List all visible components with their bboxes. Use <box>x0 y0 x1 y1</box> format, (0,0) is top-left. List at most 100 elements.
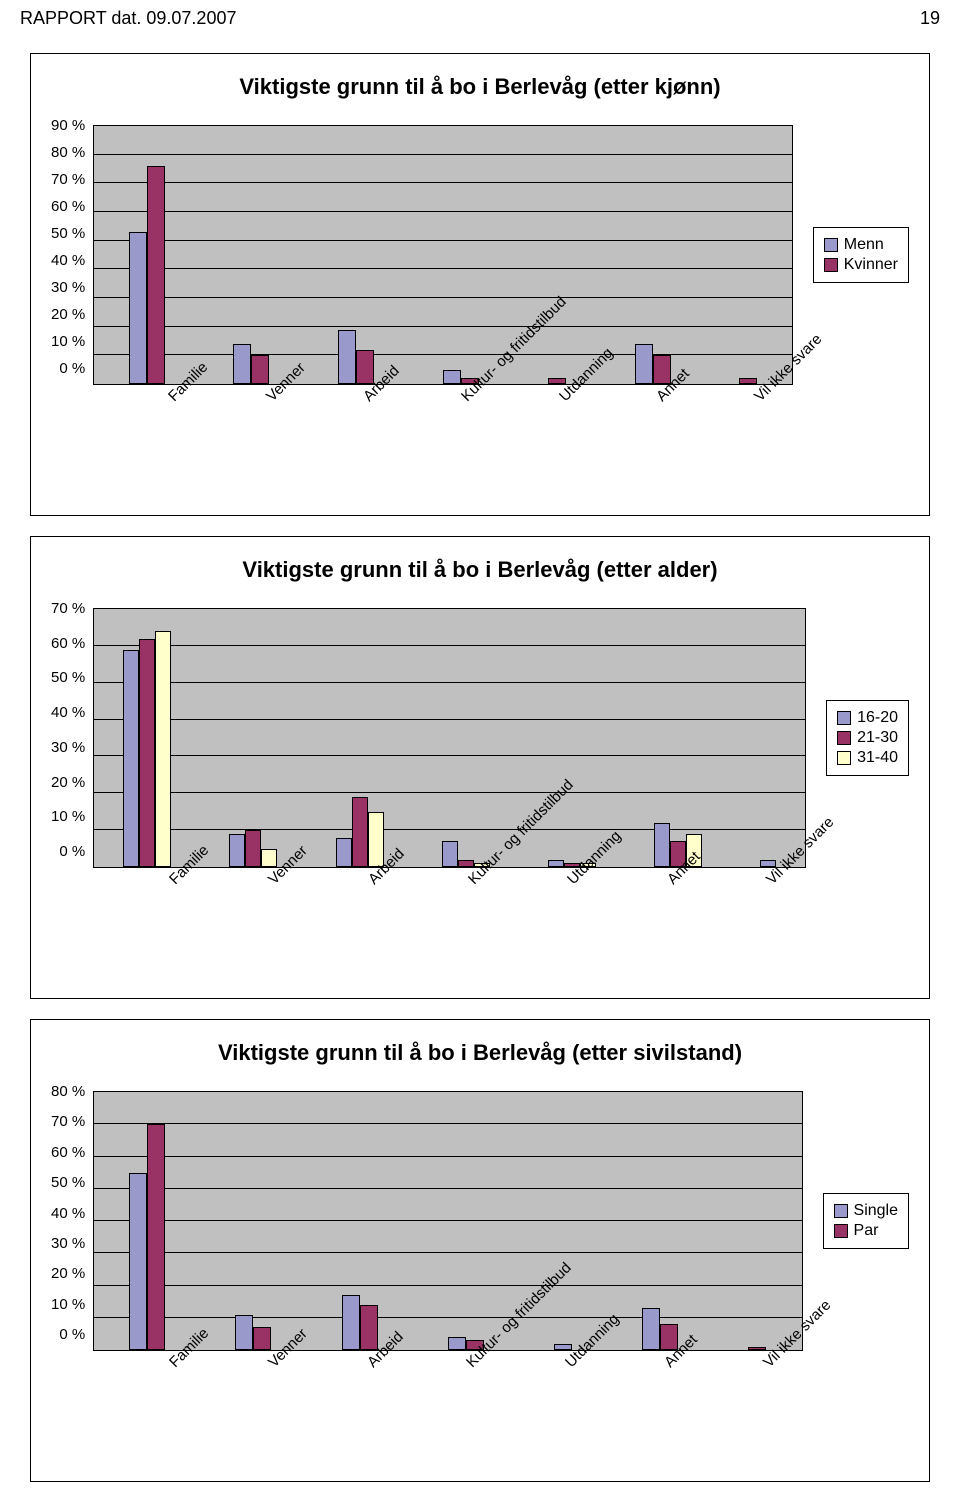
bar-group <box>654 609 702 867</box>
bar-group <box>123 609 171 867</box>
bar <box>155 631 171 867</box>
bar <box>554 1344 572 1350</box>
legend-item: Par <box>834 1222 898 1240</box>
x-tick-label: Kultur- og fritidstilbud <box>458 883 529 954</box>
legend-item: 21-30 <box>837 729 898 747</box>
legend: Single Par <box>823 1193 909 1249</box>
bar-group <box>233 126 269 384</box>
bar <box>443 370 461 384</box>
y-tick-label: 50 % <box>51 1174 85 1191</box>
bar-group <box>748 1092 766 1350</box>
y-tick-label: 70 % <box>51 600 85 617</box>
legend-swatch <box>837 731 851 745</box>
bar-group <box>442 609 490 867</box>
x-tick-label: Utdanning <box>555 1366 626 1437</box>
x-tick-label: Familie <box>159 883 230 954</box>
bar <box>748 1347 766 1350</box>
x-tick-label: Familie <box>159 1366 230 1437</box>
bar <box>129 1173 147 1350</box>
legend-label: Kvinner <box>844 256 898 274</box>
bar-group <box>548 126 566 384</box>
bar-group <box>548 609 596 867</box>
x-tick-label: Kultur- og fritidstilbud <box>451 400 522 471</box>
legend-swatch <box>834 1224 848 1238</box>
bar-group <box>760 609 776 867</box>
y-tick-label: 80 % <box>51 144 85 161</box>
bar <box>235 1315 253 1350</box>
bar <box>229 834 245 867</box>
bar <box>147 1124 165 1350</box>
bar <box>342 1295 360 1350</box>
y-tick-label: 60 % <box>51 1144 85 1161</box>
bar-group <box>554 1092 572 1350</box>
x-tick-label: Annet <box>646 400 717 471</box>
x-tick-label: Kultur- og fritidstilbud <box>456 1366 527 1437</box>
y-tick-label: 40 % <box>51 1205 85 1222</box>
bar-group <box>448 1092 484 1350</box>
x-tick-label: Arbeid <box>357 1366 428 1437</box>
legend-item: 31-40 <box>837 749 898 767</box>
y-tick-label: 20 % <box>51 306 85 323</box>
legend-swatch <box>824 238 838 252</box>
y-tick-label: 30 % <box>51 279 85 296</box>
plot-area <box>93 608 806 868</box>
bar <box>360 1305 378 1350</box>
bar-group <box>739 126 757 384</box>
chart-title: Viktigste grunn til å bo i Berlevåg (ett… <box>51 557 909 583</box>
x-tick-label: Venner <box>258 883 329 954</box>
bar <box>123 650 139 867</box>
bar <box>654 823 670 867</box>
y-tick-label: 60 % <box>51 635 85 652</box>
bar <box>139 639 155 868</box>
bar <box>635 344 653 384</box>
y-axis: 70 %60 %50 %40 %30 %20 %10 %0 % <box>51 600 93 860</box>
legend-item: Menn <box>824 236 898 254</box>
bar <box>548 378 566 384</box>
legend-label: 31-40 <box>857 749 898 767</box>
plot-area <box>93 125 793 385</box>
legend: 16-20 21-30 31-40 <box>826 700 909 776</box>
x-tick-label: Arbeid <box>358 883 429 954</box>
y-tick-label: 30 % <box>51 1235 85 1252</box>
x-tick-label: Venner <box>256 400 327 471</box>
y-tick-label: 10 % <box>51 1296 85 1313</box>
bar <box>642 1308 660 1350</box>
x-axis: FamilieVennerArbeidKultur- og fritidstil… <box>109 385 793 485</box>
y-tick-label: 10 % <box>51 333 85 350</box>
x-tick-label: Venner <box>258 1366 329 1437</box>
bar <box>442 841 458 867</box>
chart-box-chart3: Viktigste grunn til å bo i Berlevåg (ett… <box>30 1019 930 1482</box>
bar <box>251 355 269 384</box>
y-tick-label: 50 % <box>51 669 85 686</box>
x-axis: Familie Venner Arbeid Kultur- og fritidstil… <box>109 1351 803 1451</box>
page-header: RAPPORT dat. 09.07.2007 19 <box>0 0 960 33</box>
bar-group <box>635 126 671 384</box>
bars-container <box>94 609 805 867</box>
legend-label: 16-20 <box>857 709 898 727</box>
bar-group <box>229 609 277 867</box>
legend-swatch <box>834 1204 848 1218</box>
legend-swatch <box>837 751 851 765</box>
bar <box>253 1327 271 1350</box>
bar <box>147 166 165 384</box>
bar-group <box>129 1092 165 1350</box>
legend-swatch <box>837 711 851 725</box>
y-tick-label: 30 % <box>51 739 85 756</box>
bar-group <box>642 1092 678 1350</box>
plot-area <box>93 1091 802 1351</box>
y-tick-label: 20 % <box>51 1265 85 1282</box>
legend-label: Single <box>854 1202 898 1220</box>
bar-group <box>338 126 374 384</box>
x-axis: Familie Venner Arbeid Kultur- og fritidstil… <box>109 868 806 968</box>
x-tick-label: Utdanning <box>557 883 628 954</box>
y-tick-label: 70 % <box>51 1113 85 1130</box>
bar-group <box>342 1092 378 1350</box>
legend-item: 16-20 <box>837 709 898 727</box>
x-tick-label: Utdanning <box>549 400 620 471</box>
bar-group <box>336 609 384 867</box>
y-axis: 90 %80 %70 %60 %50 %40 %30 %20 %10 %0 % <box>51 117 93 377</box>
legend-swatch <box>824 258 838 272</box>
bar <box>336 838 352 867</box>
bar-group <box>129 126 165 384</box>
bar <box>356 350 374 384</box>
